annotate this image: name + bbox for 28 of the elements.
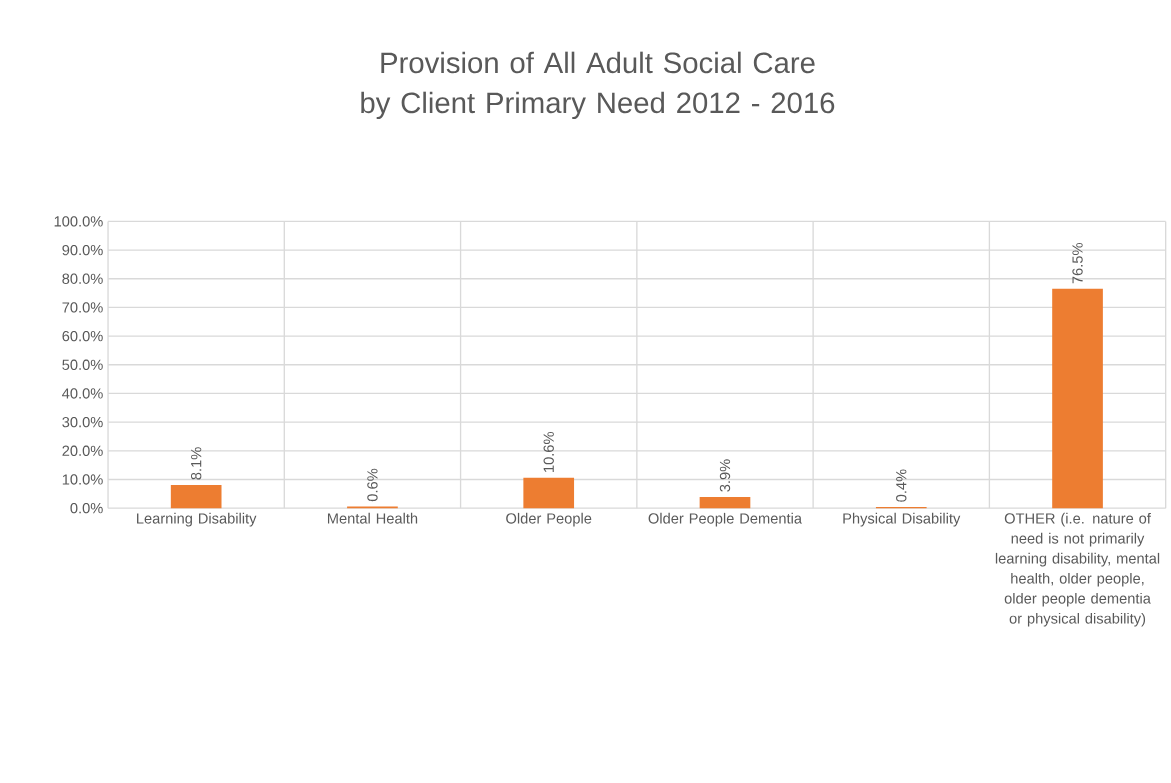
bar [699,497,751,509]
y-tick-label: 60.0% [62,330,103,342]
x-tick-label: Learning Disability [137,512,257,527]
bar [1052,288,1103,509]
data-label: 0.4% [896,469,907,502]
bar [523,477,575,509]
data-label: 10.6% [543,432,554,472]
data-label: 76.5% [1072,243,1083,284]
chart-title: Provision of All Adult Social Care by Client Primary Need 2012 - 2016 [361,51,835,120]
y-tick-label: 30.0% [62,416,103,428]
data-label: 0.6% [367,468,378,502]
x-tick-label: Older People [506,512,592,527]
data-label: 3.9% [719,459,731,492]
y-tick-label: 50.0% [62,359,103,371]
y-tick-label: 100.0% [54,216,103,227]
y-tick-label: 80.0% [62,273,103,284]
bar [170,484,222,509]
x-tick-label: Mental Health [327,512,418,524]
data-label: 8.1% [190,447,202,480]
y-tick-label: 0.0% [70,503,103,514]
x-tick-label: OTHER (i.e. nature of need is not primarily learning disability, mental health, older people, older people dementia or physical disability) [995,512,1160,627]
y-tick-label: 40.0% [62,388,103,399]
y-tick-label: 10.0% [62,474,103,485]
y-tick-label: 70.0% [62,302,103,313]
y-tick-label: 20.0% [62,445,103,457]
x-tick-label: Physical Disability [843,512,961,527]
y-tick-label: 90.0% [62,244,103,256]
x-tick-label: Older People Dementia [648,512,803,527]
